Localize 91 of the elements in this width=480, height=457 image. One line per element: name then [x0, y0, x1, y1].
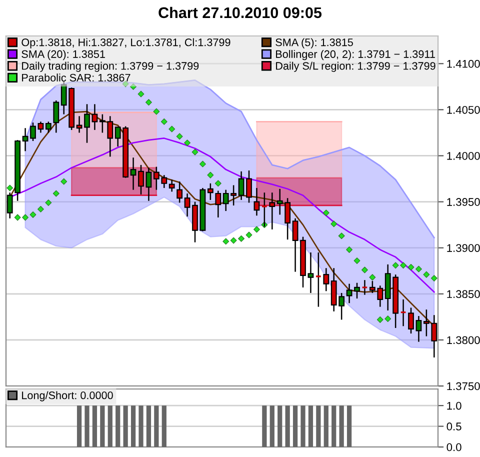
candlestick [30, 122, 36, 142]
candlestick [361, 279, 368, 296]
point [45, 199, 52, 206]
y-tick-label: 1.3900 [447, 244, 480, 252]
y-tick-label: 1.4050 [447, 106, 480, 114]
candlestick [146, 167, 152, 202]
candlestick [323, 267, 330, 292]
point [207, 172, 214, 178]
y-tick-label: 1.0 [447, 402, 462, 410]
point [430, 275, 438, 282]
point [184, 140, 191, 146]
candlestick [22, 127, 28, 152]
point [338, 232, 345, 240]
point [168, 126, 176, 132]
point [30, 211, 36, 218]
point [354, 258, 360, 264]
point [199, 160, 206, 168]
point [138, 90, 144, 98]
candlestick [269, 192, 276, 230]
legend-label: Bollinger (20, 2): 1.3791 − 1.3911 [276, 50, 435, 60]
legend-label: Parabolic SAR: 1.3867 [22, 74, 130, 82]
legend-label: Long/Short: 0.0000 [22, 391, 113, 402]
candlestick [238, 170, 244, 201]
point [153, 108, 160, 115]
candlestick [84, 104, 90, 144]
candlestick [416, 315, 422, 342]
point [222, 238, 230, 245]
point [376, 316, 384, 323]
y-tick-label: 1.4100 [447, 60, 480, 68]
chart-title: Chart 27.10.2010 09:05 [158, 6, 322, 18]
candlestick [138, 164, 144, 196]
candlestick [308, 252, 314, 294]
candlestick [400, 298, 407, 327]
point [400, 262, 407, 269]
candlestick [408, 307, 414, 334]
point [145, 99, 152, 106]
point [330, 220, 338, 228]
point [423, 271, 430, 278]
point [415, 266, 422, 272]
point [238, 235, 245, 242]
point [52, 190, 60, 197]
point [192, 148, 198, 156]
candlestick [6, 192, 13, 219]
point [246, 232, 252, 238]
point [130, 83, 137, 90]
point [369, 274, 376, 281]
candlestick [53, 100, 60, 134]
candlestick [315, 252, 322, 308]
candlestick [92, 104, 98, 131]
legend-label: Daily S/L region: 1.3799 − 1.3799 [276, 62, 436, 72]
y-tick-label: 1.4000 [447, 152, 480, 160]
y-tick-label: 1.3950 [447, 198, 480, 206]
y-tick-label: 0.5 [446, 422, 462, 430]
point [37, 206, 44, 212]
point [346, 246, 353, 253]
point [392, 262, 399, 269]
y-tick-label: 1.3750 [447, 382, 480, 390]
candlestick [346, 283, 352, 304]
candlestick [354, 282, 360, 300]
point [160, 118, 168, 125]
point [384, 316, 392, 322]
point [253, 226, 260, 233]
point [322, 210, 330, 216]
legend-label: Op:1.3818, Hi:1.3827, Lo:1.3781, Cl:1.3799 [22, 38, 230, 48]
candlestick [176, 180, 183, 204]
legend-label: SMA (20): 1.3851 [22, 50, 105, 60]
candlestick [292, 218, 298, 272]
point [6, 184, 14, 192]
candlestick [168, 179, 175, 192]
candlestick [184, 192, 190, 218]
candlestick [45, 121, 52, 134]
point [214, 180, 222, 187]
point [408, 264, 414, 270]
candlestick [215, 190, 222, 218]
legend-label: SMA (5): 1.3815 [276, 38, 353, 48]
point [60, 178, 68, 185]
point [22, 214, 29, 221]
candlestick [130, 156, 136, 190]
point [361, 266, 368, 274]
y-tick-label: 1.3800 [447, 336, 480, 344]
candlestick [246, 170, 252, 204]
legend-label: Daily trading region: 1.3799 − 1.3799 [22, 62, 199, 72]
point [176, 133, 183, 140]
y-tick-label: 0.0 [446, 443, 462, 452]
point [14, 214, 21, 221]
y-tick-label: 1.3850 [447, 290, 480, 298]
candlestick [207, 182, 214, 201]
candlestick [254, 187, 260, 216]
candlestick [38, 121, 44, 134]
point [230, 237, 237, 244]
candlestick [76, 116, 82, 134]
